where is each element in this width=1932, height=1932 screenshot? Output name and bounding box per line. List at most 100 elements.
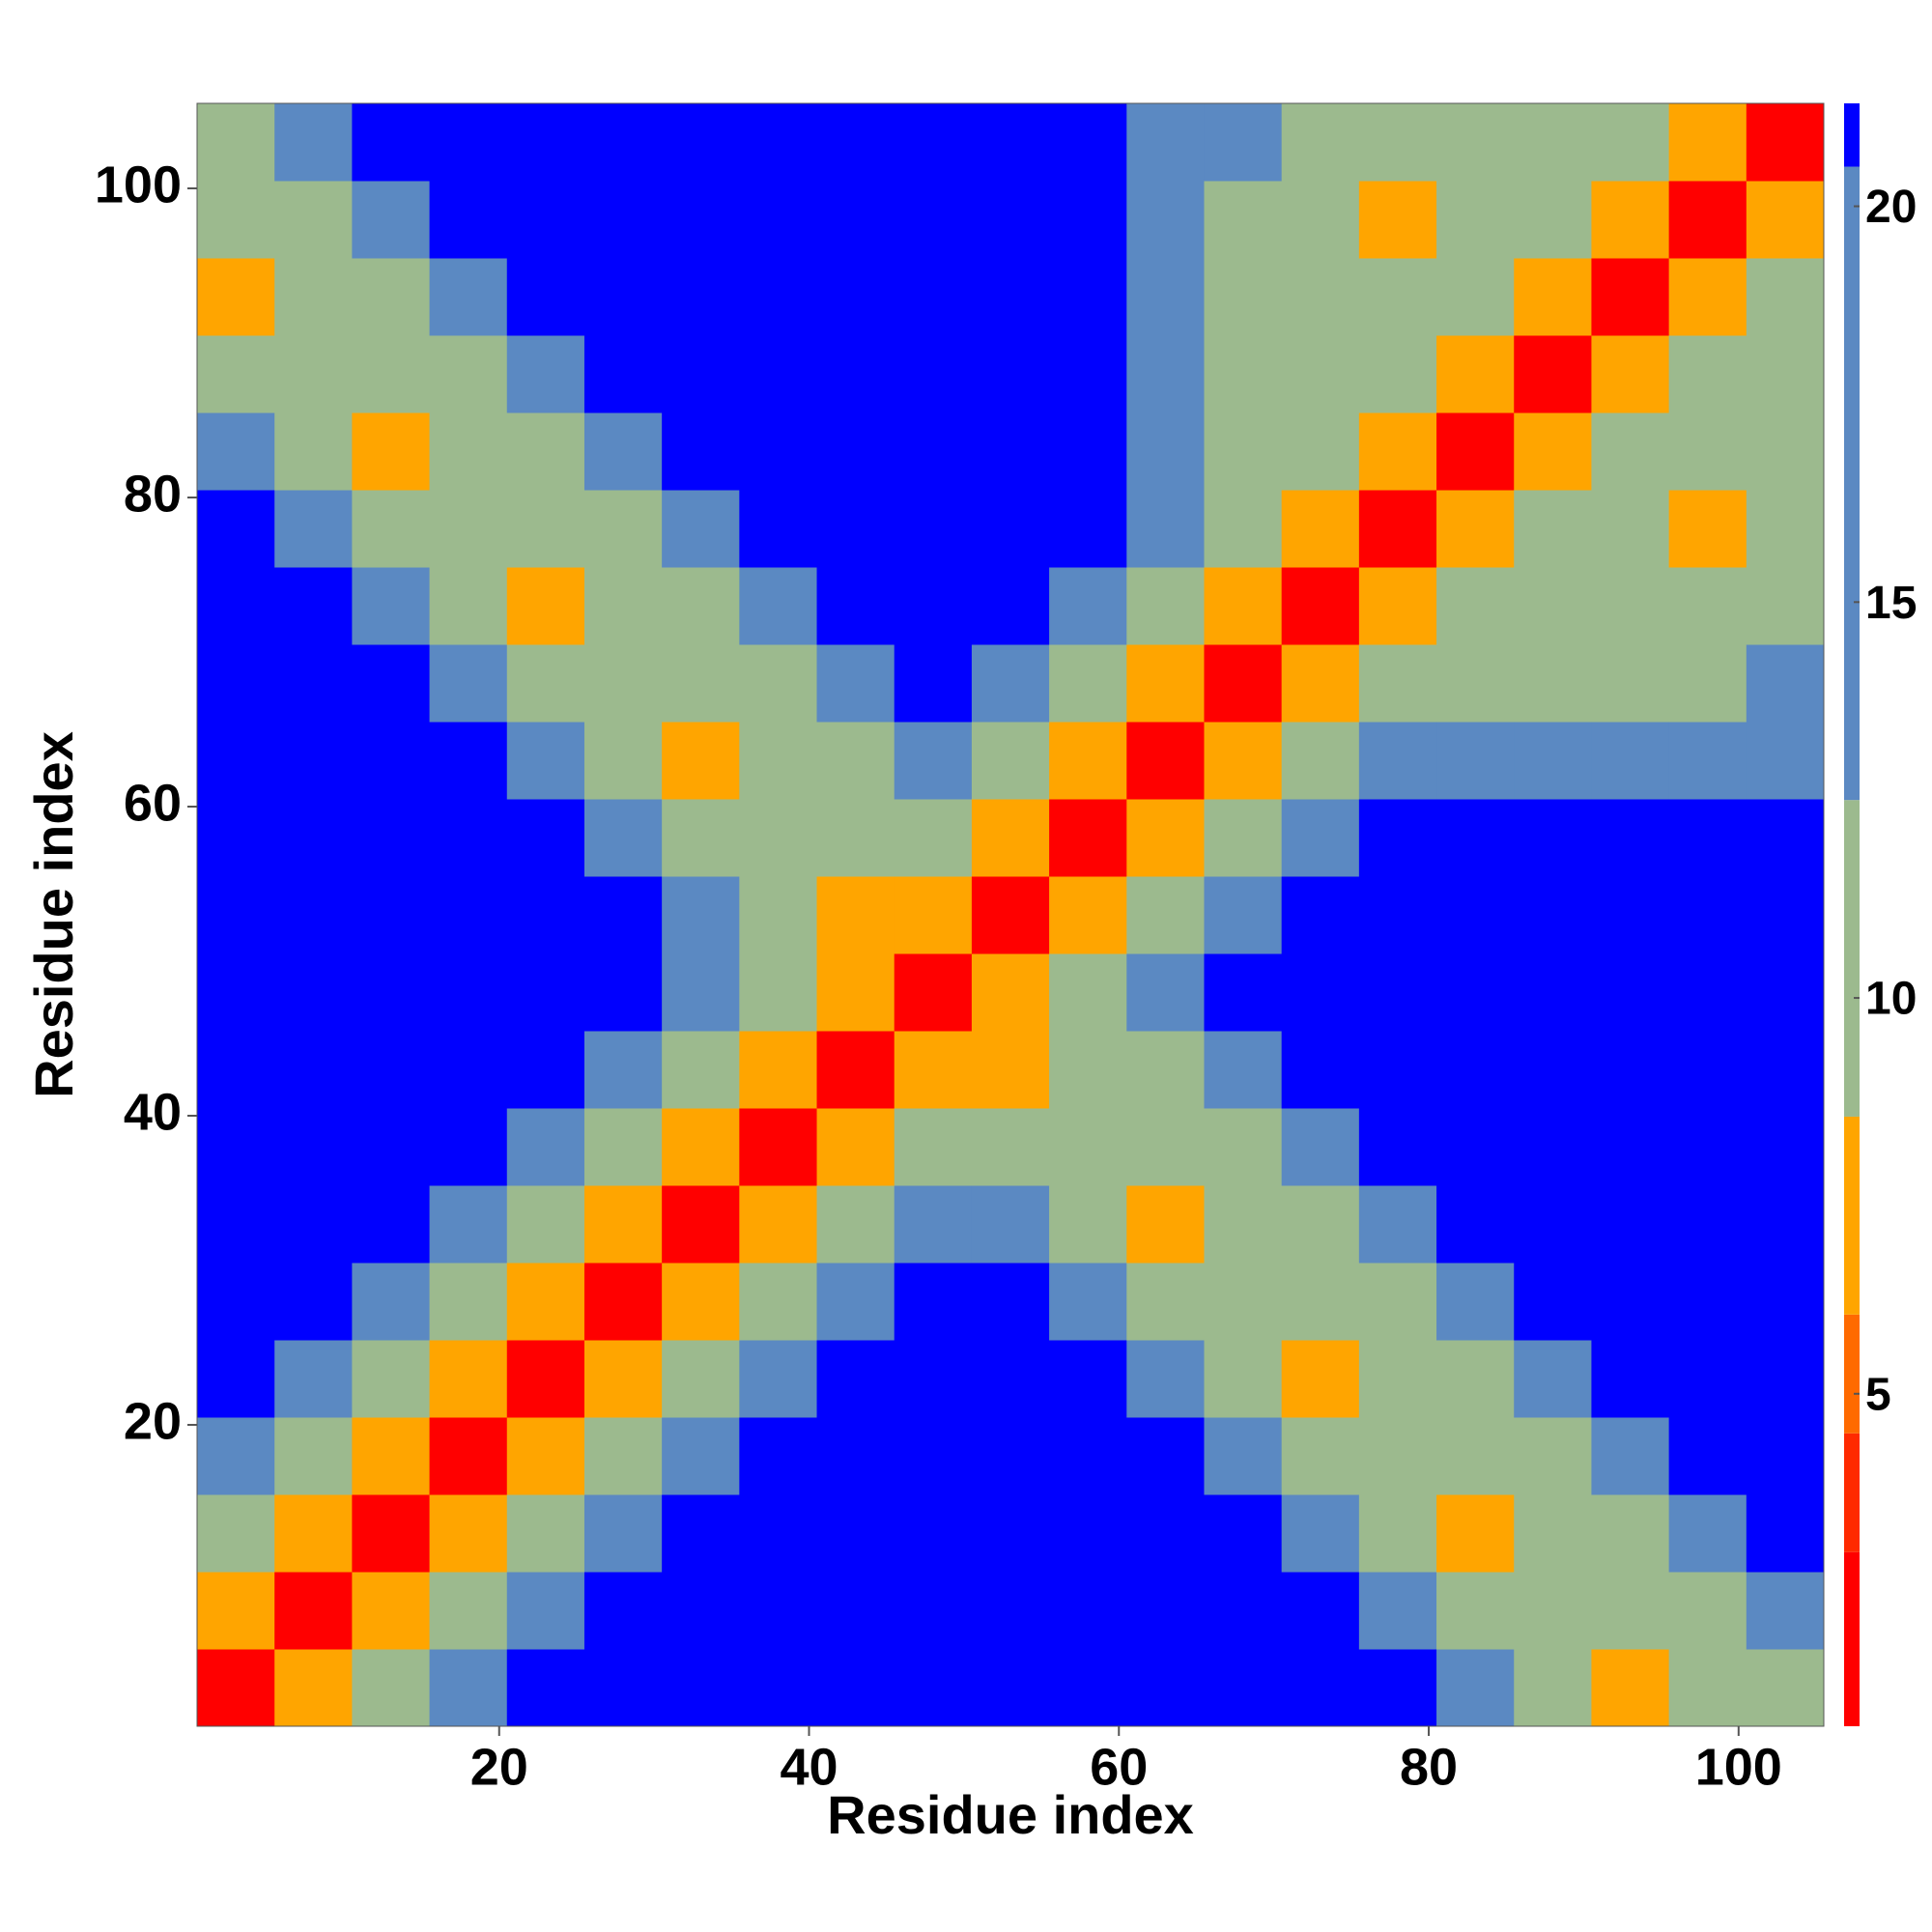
heat-cell [1281,799,1360,877]
heat-cell [352,1185,431,1264]
heat-cell [971,876,1050,954]
heat-cell [352,1417,431,1495]
heat-cell [662,412,740,491]
heat-cell [429,1417,508,1495]
heat-cell [1668,722,1747,800]
heat-cell [1668,1108,1747,1186]
heat-cell [429,876,508,954]
heat-cell [1668,567,1747,645]
heat-cell [1281,644,1360,723]
x-tick-label: 100 [1695,1738,1782,1796]
heat-cell [739,644,818,723]
heat-cell [1591,258,1670,336]
heat-cell [1126,722,1205,800]
heat-cell [1514,1417,1592,1495]
heat-cell [894,1417,973,1495]
heat-cell [1281,567,1360,645]
heat-cell [1436,1649,1515,1727]
heat-cell [1358,1031,1437,1109]
heat-cell [1358,1649,1437,1727]
heat-cell [739,1340,818,1418]
heat-cell [971,799,1050,877]
heat-cell [1049,799,1127,877]
heat-cell [1746,1417,1825,1495]
heat-cell [739,1494,818,1573]
heat-cell [274,103,353,182]
heat-cell [1204,181,1283,259]
heat-cell [1514,258,1592,336]
heat-cell [1514,181,1592,259]
heat-cell [352,567,431,645]
heat-cell [894,953,973,1032]
heat-cell [1358,1108,1437,1186]
heat-cell [352,1494,431,1573]
heat-cell [662,490,740,568]
heat-cell [1281,181,1360,259]
heat-cell [1591,799,1670,877]
heat-cell [1746,1263,1825,1341]
heat-cell [971,490,1050,568]
heat-cell [739,876,818,954]
heat-cell [1126,1031,1205,1109]
heat-cell [1668,1263,1747,1341]
heat-cell [1281,1031,1360,1109]
heat-cell [274,1031,353,1109]
heat-cell [816,258,895,336]
heat-cell [197,1031,275,1109]
colorbar-band [1844,800,1860,1117]
heat-cell [1204,1031,1283,1109]
heat-cell [816,1572,895,1650]
heat-cell [1126,953,1205,1032]
heat-cell [1281,490,1360,568]
heat-cell [429,490,508,568]
colorbar-tick-label: 10 [1865,974,1917,1025]
heat-cell [1436,1417,1515,1495]
heat-cell [971,567,1050,645]
heat-cell [506,490,585,568]
heat-cell [274,722,353,800]
heat-cell [583,799,663,877]
heat-cell [1049,1108,1127,1186]
colorbar-band [1844,1433,1860,1552]
colorbar-band [1844,103,1860,167]
heat-cell [894,1649,973,1727]
heat-cell [739,258,818,336]
heat-cell [971,1108,1050,1186]
heat-cell [1746,1572,1825,1650]
heat-cell [352,412,431,491]
heat-cell [739,1185,818,1264]
heat-cell [429,181,508,259]
heat-cell [506,876,585,954]
heat-cell [197,1417,275,1495]
heat-cell [197,258,275,336]
heat-cell [816,1417,895,1495]
heat-cell [352,1108,431,1186]
heat-cell [506,1263,585,1341]
heat-cell [1746,335,1825,413]
heat-cell [197,1185,275,1264]
heat-cell [662,876,740,954]
heat-cell [1204,490,1283,568]
heat-cell [816,1108,895,1186]
heat-cell [197,567,275,645]
heat-cell [1281,1185,1360,1264]
heat-cell [1204,1185,1283,1264]
heat-cell [1514,1108,1592,1186]
heat-cell [739,1417,818,1495]
heat-cell [583,1417,663,1495]
heat-cell [971,1494,1050,1573]
heat-cell [583,412,663,491]
heat-cell [1049,722,1127,800]
heat-cell [274,799,353,877]
heat-cell [816,1031,895,1109]
x-axis-label: Residue index [827,1784,1194,1845]
heat-cell [1591,1494,1670,1573]
heat-cell [1358,1185,1437,1264]
heat-cell [1436,1340,1515,1418]
x-tick-label: 40 [780,1738,838,1796]
colorbar-band [1844,166,1860,801]
heat-cell [274,1417,353,1495]
heat-cell [1514,490,1592,568]
plot-frame [196,102,1825,1727]
heat-cell [1281,1572,1360,1650]
